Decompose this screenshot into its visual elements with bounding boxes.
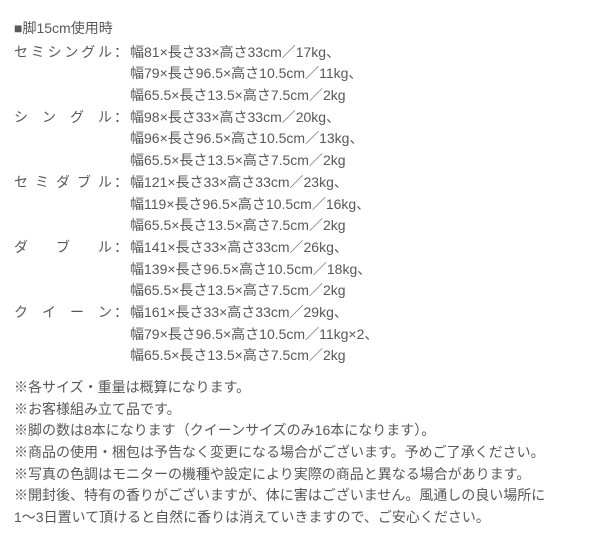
note-line: ※商品の使用・梱包は予告なく変更になる場合がございます。予めご了承ください。 xyxy=(14,442,586,464)
spec-row-semidouble: セミダブル ： 幅121×長さ33×高さ33cm／23kg、 幅119×長さ96… xyxy=(14,172,586,237)
spec-line: 幅79×長さ96.5×高さ10.5cm／11kg、 xyxy=(130,63,586,85)
note-line: ※各サイズ・重量は概算になります。 xyxy=(14,377,586,399)
spec-line: 幅119×長さ96.5×高さ10.5cm／16kg、 xyxy=(130,194,586,216)
spec-line: 幅121×長さ33×高さ33cm／23kg、 xyxy=(130,172,586,194)
spec-label: セミダブル xyxy=(14,172,114,194)
spec-line: 幅65.5×長さ13.5×高さ7.5cm／2kg xyxy=(130,345,586,367)
spec-lines: 幅141×長さ33×高さ33cm／26kg、 幅139×長さ96.5×高さ10.… xyxy=(130,237,586,302)
spec-label: シ ン グ ル xyxy=(14,107,114,129)
spec-lines: 幅81×長さ33×高さ33cm／17kg、 幅79×長さ96.5×高さ10.5c… xyxy=(130,42,586,107)
spec-label: セミシングル xyxy=(14,42,114,64)
note-line: 1〜3日置いて頂けると自然に香りは消えていきますので、ご安心ください。 xyxy=(14,507,586,529)
spec-line: 幅139×長さ96.5×高さ10.5cm／18kg、 xyxy=(130,259,586,281)
spec-line: 幅65.5×長さ13.5×高さ7.5cm／2kg xyxy=(130,280,586,302)
colon: ： xyxy=(114,172,130,194)
colon: ： xyxy=(114,302,130,324)
section-header: ■脚15cm使用時 xyxy=(14,18,586,40)
colon: ： xyxy=(114,42,130,64)
note-line: ※脚の数は8本になります（クイーンサイズのみ16本になります）。 xyxy=(14,420,586,442)
spec-row-double: ダ ブ ル ： 幅141×長さ33×高さ33cm／26kg、 幅139×長さ96… xyxy=(14,237,586,302)
spec-label: ク イ ー ン xyxy=(14,302,114,324)
spec-line: 幅65.5×長さ13.5×高さ7.5cm／2kg xyxy=(130,215,586,237)
spec-row-single: シ ン グ ル ： 幅98×長さ33×高さ33cm／20kg、 幅96×長さ96… xyxy=(14,107,586,172)
spec-line: 幅65.5×長さ13.5×高さ7.5cm／2kg xyxy=(130,150,586,172)
spec-line: 幅79×長さ96.5×高さ10.5cm／11kg×2、 xyxy=(130,324,586,346)
spec-lines: 幅161×長さ33×高さ33cm／29kg、 幅79×長さ96.5×高さ10.5… xyxy=(130,302,586,367)
spec-line: 幅81×長さ33×高さ33cm／17kg、 xyxy=(130,42,586,64)
notes-section: ※各サイズ・重量は概算になります。 ※お客様組み立て品です。 ※脚の数は8本にな… xyxy=(14,377,586,529)
note-line: ※開封後、特有の香りがございますが、体に害はございません。風通しの良い場所に xyxy=(14,485,586,507)
spec-line: 幅141×長さ33×高さ33cm／26kg、 xyxy=(130,237,586,259)
spec-lines: 幅98×長さ33×高さ33cm／20kg、 幅96×長さ96.5×高さ10.5c… xyxy=(130,107,586,172)
spec-line: 幅161×長さ33×高さ33cm／29kg、 xyxy=(130,302,586,324)
spec-row-semisingle: セミシングル ： 幅81×長さ33×高さ33cm／17kg、 幅79×長さ96.… xyxy=(14,42,586,107)
spec-table: セミシングル ： 幅81×長さ33×高さ33cm／17kg、 幅79×長さ96.… xyxy=(14,42,586,367)
spec-line: 幅98×長さ33×高さ33cm／20kg、 xyxy=(130,107,586,129)
note-line: ※写真の色調はモニターの機種や設定により実際の商品と異なる場合があります。 xyxy=(14,464,586,486)
colon: ： xyxy=(114,107,130,129)
spec-row-queen: ク イ ー ン ： 幅161×長さ33×高さ33cm／29kg、 幅79×長さ9… xyxy=(14,302,586,367)
colon: ： xyxy=(114,237,130,259)
note-line: ※お客様組み立て品です。 xyxy=(14,399,586,421)
spec-line: 幅96×長さ96.5×高さ10.5cm／13kg、 xyxy=(130,128,586,150)
spec-label: ダ ブ ル xyxy=(14,237,114,259)
spec-lines: 幅121×長さ33×高さ33cm／23kg、 幅119×長さ96.5×高さ10.… xyxy=(130,172,586,237)
spec-line: 幅65.5×長さ13.5×高さ7.5cm／2kg xyxy=(130,85,586,107)
